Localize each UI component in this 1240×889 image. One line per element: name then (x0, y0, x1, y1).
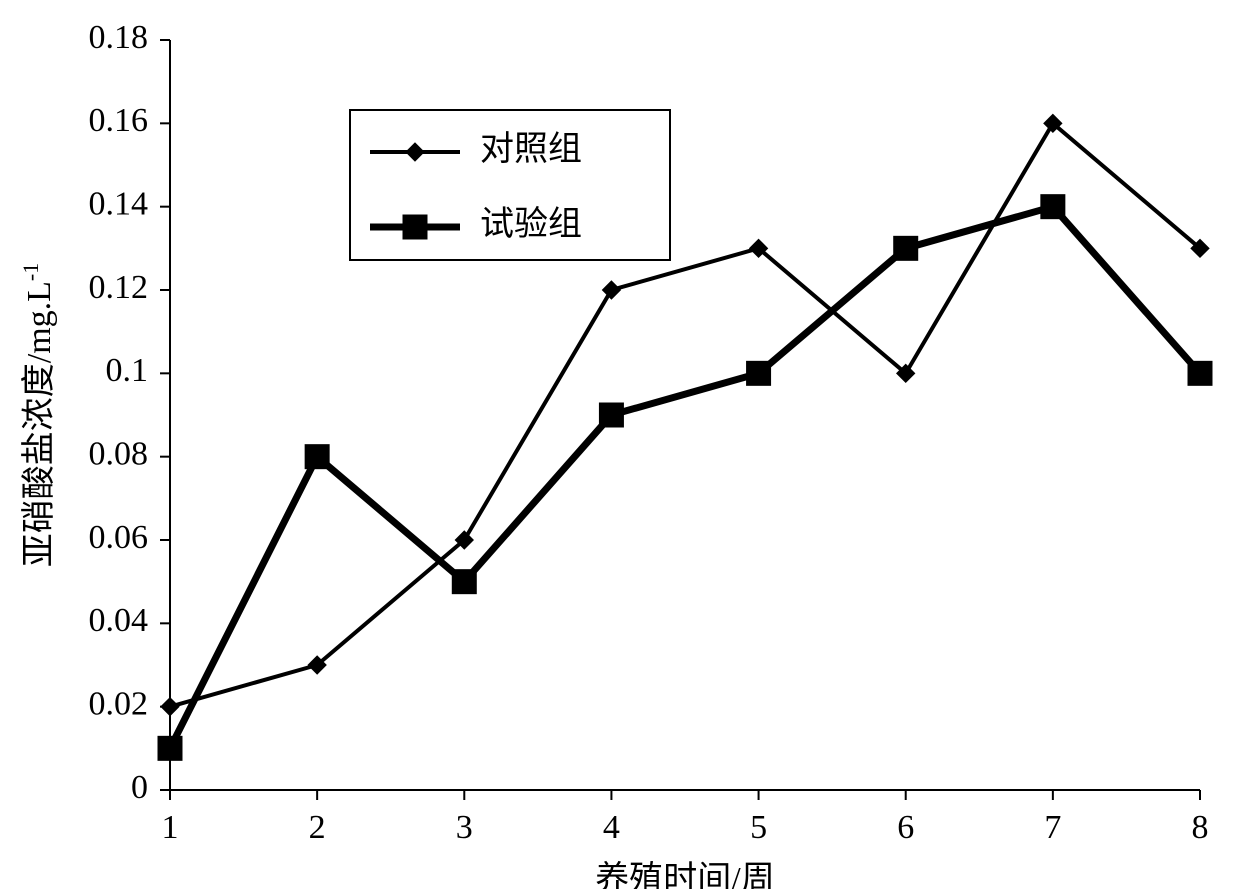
x-tick-label: 6 (897, 809, 914, 846)
y-tick-label: 0.18 (89, 19, 149, 56)
y-tick-label: 0.1 (106, 352, 149, 389)
x-tick-label: 3 (456, 809, 473, 846)
y-tick-label: 0.12 (89, 269, 149, 306)
legend-label: 对照组 (480, 130, 582, 168)
x-tick-label: 5 (750, 809, 767, 846)
y-tick-label: 0.16 (89, 102, 149, 139)
y-tick-label: 0.06 (89, 519, 149, 556)
x-tick-label: 7 (1044, 809, 1061, 846)
y-tick-label: 0.14 (89, 185, 149, 222)
y-tick-label: 0 (131, 769, 148, 806)
legend: 对照组试验组 (350, 110, 670, 260)
chart-container: 0 0.02 0.04 0.06 0.08 0.1 0.12 0.14 0.16 0.18 1 2 3 4… (0, 0, 1240, 889)
x-tick-label: 1 (162, 809, 179, 846)
line-chart: 0 0.02 0.04 0.06 0.08 0.1 0.12 0.14 0.16 0.18 1 2 3 4… (0, 0, 1240, 889)
y-tick-label: 0.04 (89, 602, 149, 639)
x-tick-label: 4 (603, 809, 620, 846)
x-axis-title: 养殖时间/周 (595, 860, 774, 889)
x-tick-label: 2 (309, 809, 326, 846)
y-tick-label: 0.02 (89, 685, 149, 722)
x-tick-label: 8 (1192, 809, 1209, 846)
y-axis-title: 亚硝酸盐浓度/mg.L-1 (18, 263, 59, 568)
y-tick-label: 0.08 (89, 435, 149, 472)
legend-label: 试验组 (480, 205, 582, 243)
